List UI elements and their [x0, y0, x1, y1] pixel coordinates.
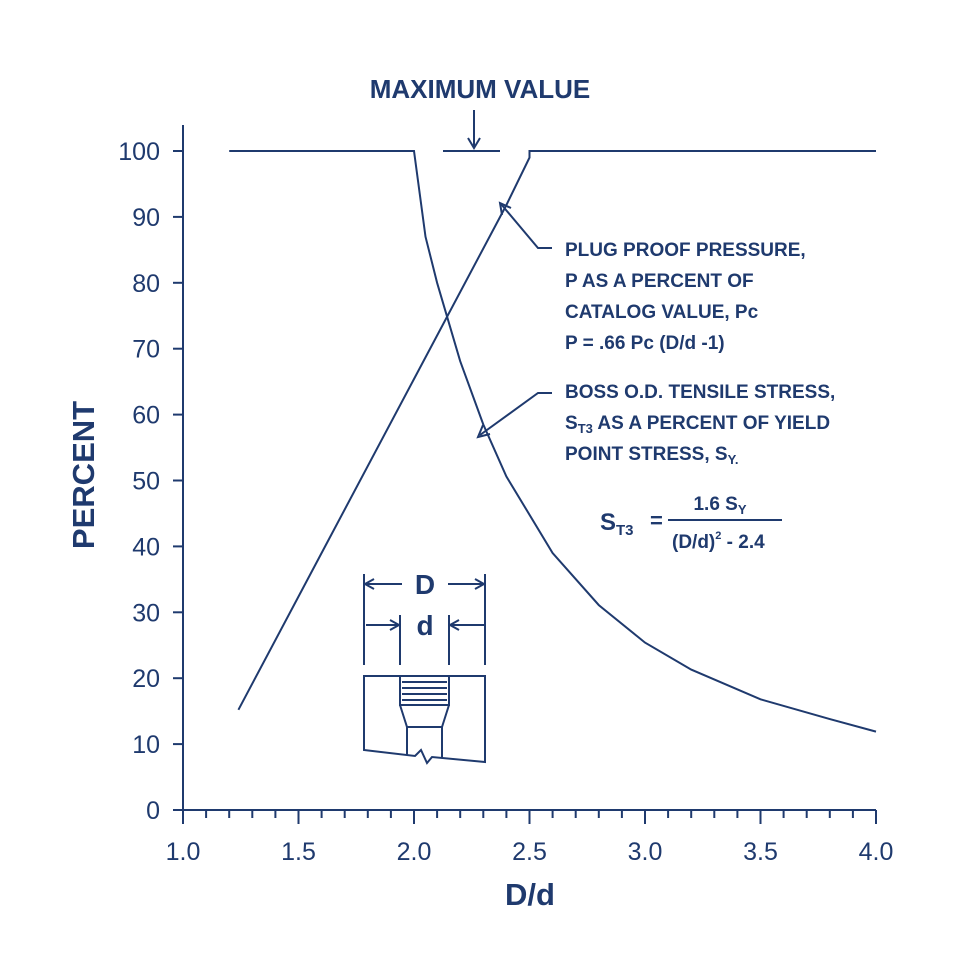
x-tick-label: 4.0	[859, 838, 894, 866]
x-tick-label: 1.0	[166, 838, 201, 866]
y-axis-title: PERCENT	[66, 401, 101, 549]
x-tick-label: 3.5	[743, 838, 778, 866]
y-tick-label: 50	[132, 468, 160, 496]
y-tick-label: 80	[132, 270, 160, 298]
svg-text:BOSS O.D. TENSILE STRESS,: BOSS O.D. TENSILE STRESS,	[565, 382, 835, 403]
boss-section-sketch: D d	[362, 569, 487, 765]
x-tick-label: 2.0	[397, 838, 432, 866]
svg-text:ST3 AS A PERCENT OF YIELD: ST3 AS A PERCENT OF YIELD	[565, 413, 830, 436]
series-layer	[229, 150, 877, 733]
x-tick-label: 1.5	[281, 838, 316, 866]
svg-text:ST3: ST3	[600, 509, 634, 539]
boss-leader	[479, 392, 552, 436]
y-tick-label: 20	[132, 665, 160, 693]
boss-leader-arrowhead	[476, 424, 491, 439]
axis-ticks	[173, 150, 877, 824]
svg-text:=: =	[650, 508, 663, 533]
y-tick-label: 40	[132, 533, 160, 561]
plug-proof-label: PLUG PROOF PRESSURE, P AS A PERCENT OF C…	[565, 240, 806, 354]
y-tick-label: 10	[132, 731, 160, 759]
maximum-value-label: MAXIMUM VALUE	[370, 74, 591, 104]
plug-proof-leader-arrowhead	[498, 201, 512, 216]
svg-text:1.6 SY: 1.6 SY	[693, 494, 746, 517]
y-tick-label: 0	[146, 797, 160, 825]
y-tick-label: 100	[118, 138, 160, 166]
y-tick-label: 70	[132, 336, 160, 364]
svg-text:(D/d)2 - 2.4: (D/d)2 - 2.4	[672, 530, 765, 553]
y-tick-label: 90	[132, 204, 160, 232]
x-axis-title: D/d	[505, 877, 555, 912]
svg-text:P = .66 Pc (D/d -1): P = .66 Pc (D/d -1)	[565, 333, 725, 354]
formula: ST3 = 1.6 SY (D/d)2 - 2.4	[600, 494, 782, 553]
plug-proof-leader	[500, 203, 552, 249]
x-tick-label: 2.5	[512, 838, 547, 866]
svg-text:POINT STRESS, SY.: POINT STRESS, SY.	[565, 444, 738, 467]
y-tick-label: 30	[132, 599, 160, 627]
maximum-value-arrowhead	[467, 137, 481, 150]
series-boss-od-tensile-stress	[229, 150, 877, 733]
svg-text:PLUG PROOF PRESSURE,: PLUG PROOF PRESSURE,	[565, 240, 806, 261]
boss-label: BOSS O.D. TENSILE STRESS, ST3 AS A PERCE…	[565, 382, 835, 467]
x-tick-label: 3.0	[628, 838, 663, 866]
dimension-d-label: d	[416, 610, 433, 641]
y-tick-label: 60	[132, 402, 160, 430]
svg-text:CATALOG VALUE, Pc: CATALOG VALUE, Pc	[565, 302, 759, 323]
dimension-D-label: D	[415, 569, 435, 600]
axis-tick-labels: 1.0 1.5 2.0 2.5 3.0 3.5 4.0 0 10 20 30 40 50 60 70 80 90…	[118, 138, 893, 866]
svg-text:P AS A PERCENT OF: P AS A PERCENT OF	[565, 271, 754, 292]
